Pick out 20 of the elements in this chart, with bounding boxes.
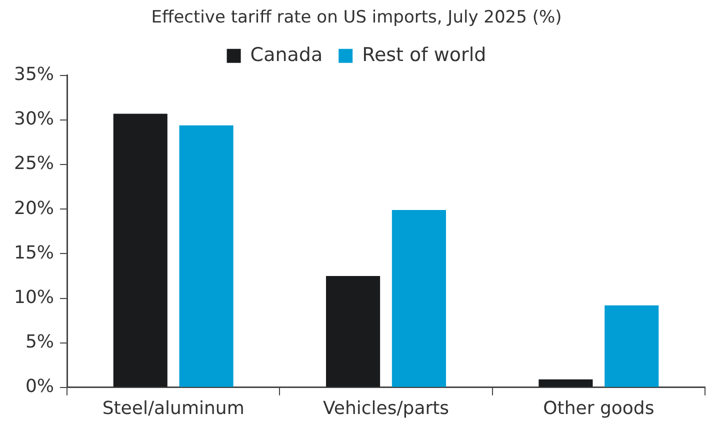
y-tick-label: 10% xyxy=(14,286,54,308)
chart-title: Effective tariff rate on US imports, July 2025 (%) xyxy=(151,8,562,28)
bar xyxy=(538,379,593,387)
y-tick-label: 15% xyxy=(14,242,54,264)
bar xyxy=(113,114,168,387)
y-tick-label: 35% xyxy=(14,64,54,86)
bar xyxy=(179,125,234,387)
y-tick-label: 30% xyxy=(14,108,54,130)
y-tick-label: 20% xyxy=(14,198,54,219)
x-tick-label: Vehicles/parts xyxy=(322,398,450,419)
legend-label: Canada xyxy=(250,44,323,66)
bar xyxy=(604,305,659,387)
y-tick-label: 5% xyxy=(25,332,54,352)
y-tick-label: 0% xyxy=(25,376,54,398)
y-tick-label: 25% xyxy=(14,153,54,174)
bar xyxy=(326,276,380,387)
x-tick-label: Other goods xyxy=(543,398,654,419)
bar xyxy=(392,210,446,387)
x-tick-label: Steel/aluminum xyxy=(102,398,244,419)
legend-label: Rest of world xyxy=(362,44,486,66)
